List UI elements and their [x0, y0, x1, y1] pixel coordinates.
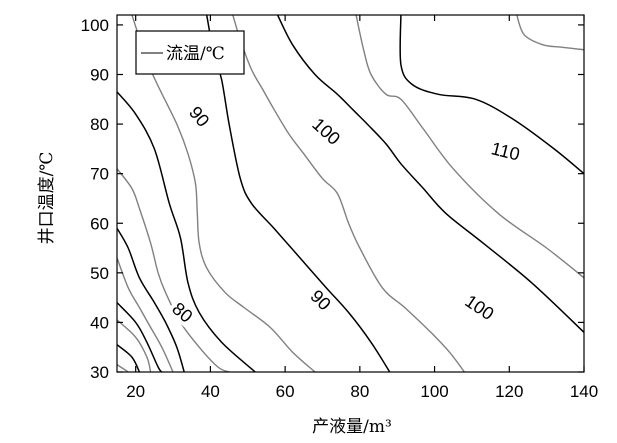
contour-line-100	[276, 15, 584, 333]
axes: 20 40 60 80 100 120 140 30 40 50 60 70 80 90 100	[81, 14, 598, 401]
x-tick-label: 140	[570, 382, 598, 401]
contour-line-95	[232, 15, 465, 372]
contour-label-bg	[485, 137, 526, 166]
x-axis-title: 产液量/m³	[312, 417, 392, 437]
y-tick-label: 100	[81, 16, 109, 35]
contour-label-text: 110	[489, 138, 522, 164]
contour-label-bg	[458, 289, 500, 326]
x-tick-label: 120	[495, 382, 523, 401]
contour-line-90	[205, 15, 391, 372]
contour-line-105	[355, 15, 584, 279]
contour-line-60	[117, 302, 163, 372]
plot-frame	[116, 14, 585, 373]
y-tick-label: 50	[90, 264, 109, 283]
y-tick-label: 30	[90, 363, 109, 382]
y-axis-title: 井口温度/℃	[37, 152, 57, 245]
contour-label-110: 110	[485, 137, 526, 166]
contour-lines	[117, 15, 584, 372]
contour-label-bg	[183, 100, 216, 133]
y-tick-label: 40	[90, 313, 109, 332]
x-tick-label: 20	[126, 382, 145, 401]
contour-label-text: 80	[168, 298, 196, 326]
contour-label-90: 90	[183, 100, 216, 133]
contour-line-45	[117, 364, 129, 372]
contour-label-100: 100	[458, 289, 500, 326]
y-tick-label: 90	[90, 66, 109, 85]
contour-line-75	[117, 168, 230, 372]
contour-line-70	[117, 227, 185, 372]
legend-label: 流温/℃	[166, 44, 225, 64]
contour-label-bg	[166, 296, 199, 329]
legend: 流温/℃	[135, 30, 245, 75]
x-tick-label: 40	[201, 382, 220, 401]
contour-line-110	[399, 15, 584, 175]
x-tick-label: 80	[350, 382, 369, 401]
y-tick-label: 80	[90, 115, 109, 134]
contour-line-85	[131, 15, 316, 372]
contour-line-115	[516, 15, 584, 51]
contour-label-90: 90	[304, 283, 337, 317]
contour-line-80	[117, 91, 256, 372]
y-tick-label: 70	[90, 165, 109, 184]
contour-label-text: 90	[306, 286, 334, 314]
contour-label-100: 100	[306, 112, 347, 151]
x-tick-label: 100	[420, 382, 448, 401]
contour-label-bg	[304, 283, 337, 317]
y-tick-label: 60	[90, 214, 109, 233]
contour-line-65	[117, 257, 174, 372]
contour-label-text: 90	[185, 102, 213, 130]
contour-line-50	[117, 344, 141, 372]
contour-line-55	[117, 319, 152, 372]
x-tick-label: 60	[276, 382, 295, 401]
contour-label-bg	[306, 112, 347, 151]
